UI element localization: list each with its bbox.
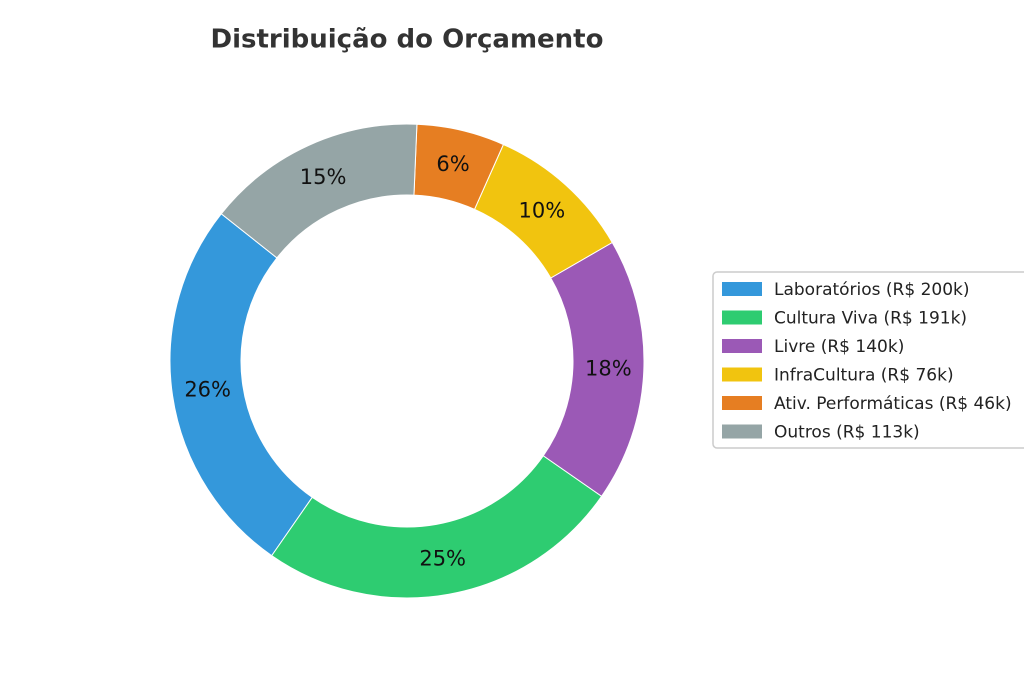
legend-label: Ativ. Performáticas (R$ 46k) (774, 394, 1012, 414)
value-label: 15% (300, 165, 347, 189)
legend-swatch (722, 367, 762, 382)
legend-label: Livre (R$ 140k) (774, 337, 904, 357)
legend-label: Cultura Viva (R$ 191k) (774, 309, 967, 329)
value-label: 25% (419, 546, 466, 570)
legend-swatch (722, 310, 762, 325)
wedge (271, 455, 603, 599)
legend-swatch (722, 424, 762, 439)
legend-label: Outros (R$ 113k) (774, 423, 920, 443)
legend-swatch (722, 396, 762, 410)
wedge (220, 123, 418, 259)
value-label: 26% (184, 377, 231, 401)
legend-swatch (722, 282, 762, 296)
value-label: 18% (585, 356, 632, 380)
value-label: 10% (518, 198, 565, 222)
legend-label: Laboratórios (R$ 200k) (774, 280, 970, 300)
chart-title: Distribuição do Orçamento (211, 25, 604, 55)
wedge (169, 213, 313, 557)
legend-swatch (722, 339, 762, 353)
value-label: 6% (436, 152, 469, 176)
legend-label: InfraCultura (R$ 76k) (774, 366, 954, 386)
legend-box (712, 271, 1024, 449)
